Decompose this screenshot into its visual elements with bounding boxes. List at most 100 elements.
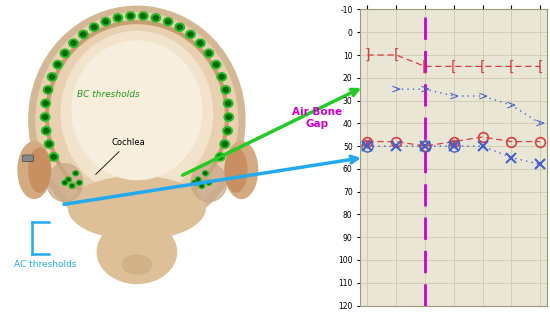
Ellipse shape (47, 164, 83, 202)
Circle shape (63, 51, 68, 55)
Circle shape (43, 101, 48, 106)
Circle shape (217, 73, 227, 81)
Circle shape (188, 32, 193, 37)
Ellipse shape (72, 41, 202, 180)
Circle shape (41, 127, 51, 135)
Circle shape (47, 73, 57, 81)
Circle shape (193, 181, 196, 184)
Circle shape (71, 41, 76, 45)
Circle shape (50, 75, 54, 79)
Circle shape (74, 172, 77, 175)
Text: Cochlea: Cochlea (96, 138, 145, 175)
Circle shape (163, 18, 173, 26)
Text: [: [ (480, 60, 485, 73)
Circle shape (76, 180, 82, 185)
Circle shape (128, 14, 133, 18)
Ellipse shape (225, 148, 247, 192)
Circle shape (221, 86, 230, 94)
Circle shape (113, 14, 123, 22)
Circle shape (223, 127, 232, 135)
Circle shape (226, 115, 231, 119)
Circle shape (220, 140, 229, 148)
Circle shape (67, 178, 70, 181)
Circle shape (62, 180, 68, 185)
Circle shape (65, 177, 72, 182)
Circle shape (45, 140, 54, 148)
Circle shape (103, 20, 108, 24)
Circle shape (196, 39, 205, 47)
Circle shape (51, 155, 56, 159)
Circle shape (222, 142, 227, 146)
Circle shape (197, 178, 200, 181)
Ellipse shape (61, 32, 212, 195)
Ellipse shape (123, 255, 151, 274)
Ellipse shape (68, 176, 205, 239)
Ellipse shape (191, 164, 227, 202)
Circle shape (40, 113, 50, 121)
Circle shape (211, 60, 221, 69)
Circle shape (90, 23, 99, 31)
Circle shape (225, 129, 230, 133)
Circle shape (79, 30, 88, 38)
Text: Air Bone
Gap: Air Bone Gap (292, 107, 342, 129)
Text: [: [ (451, 60, 456, 73)
Circle shape (218, 155, 223, 159)
Text: >: > (448, 89, 459, 102)
Circle shape (204, 172, 207, 175)
Circle shape (63, 181, 67, 184)
Text: >: > (420, 83, 430, 96)
Circle shape (41, 99, 51, 107)
Circle shape (186, 30, 195, 38)
Circle shape (46, 88, 51, 92)
Circle shape (60, 49, 70, 57)
Circle shape (73, 171, 79, 176)
Circle shape (198, 41, 203, 45)
Text: >: > (535, 117, 545, 130)
Circle shape (101, 18, 111, 26)
Circle shape (206, 51, 211, 55)
Circle shape (42, 115, 47, 119)
Circle shape (151, 14, 161, 22)
Circle shape (43, 86, 53, 94)
Circle shape (226, 101, 230, 106)
Ellipse shape (29, 6, 245, 233)
Circle shape (224, 113, 233, 121)
FancyBboxPatch shape (23, 155, 34, 162)
Circle shape (223, 88, 228, 92)
Text: [: [ (393, 48, 399, 62)
Circle shape (202, 171, 208, 176)
Ellipse shape (225, 142, 257, 198)
Circle shape (139, 12, 148, 20)
Circle shape (175, 23, 184, 31)
Circle shape (199, 183, 205, 188)
Circle shape (53, 60, 63, 69)
Ellipse shape (18, 142, 51, 198)
Circle shape (47, 142, 52, 146)
Circle shape (166, 20, 170, 24)
Ellipse shape (97, 220, 177, 284)
Text: [: [ (509, 60, 514, 73)
Circle shape (153, 16, 158, 20)
Circle shape (69, 183, 75, 188)
Circle shape (43, 129, 49, 133)
Ellipse shape (36, 13, 238, 227)
Ellipse shape (29, 148, 51, 192)
Circle shape (92, 25, 97, 29)
Circle shape (206, 180, 212, 185)
Circle shape (69, 39, 78, 47)
Circle shape (141, 14, 146, 18)
Text: [: [ (537, 60, 543, 73)
Text: >: > (477, 89, 488, 102)
Circle shape (216, 153, 225, 161)
Circle shape (78, 181, 81, 184)
Circle shape (207, 181, 211, 184)
Circle shape (70, 185, 74, 187)
Text: BC thresholds: BC thresholds (76, 90, 140, 99)
Circle shape (213, 62, 218, 67)
Text: [: [ (422, 60, 428, 73)
Circle shape (204, 49, 213, 57)
Circle shape (223, 99, 233, 107)
Text: >: > (391, 83, 401, 96)
Circle shape (116, 16, 120, 20)
Circle shape (191, 180, 197, 185)
